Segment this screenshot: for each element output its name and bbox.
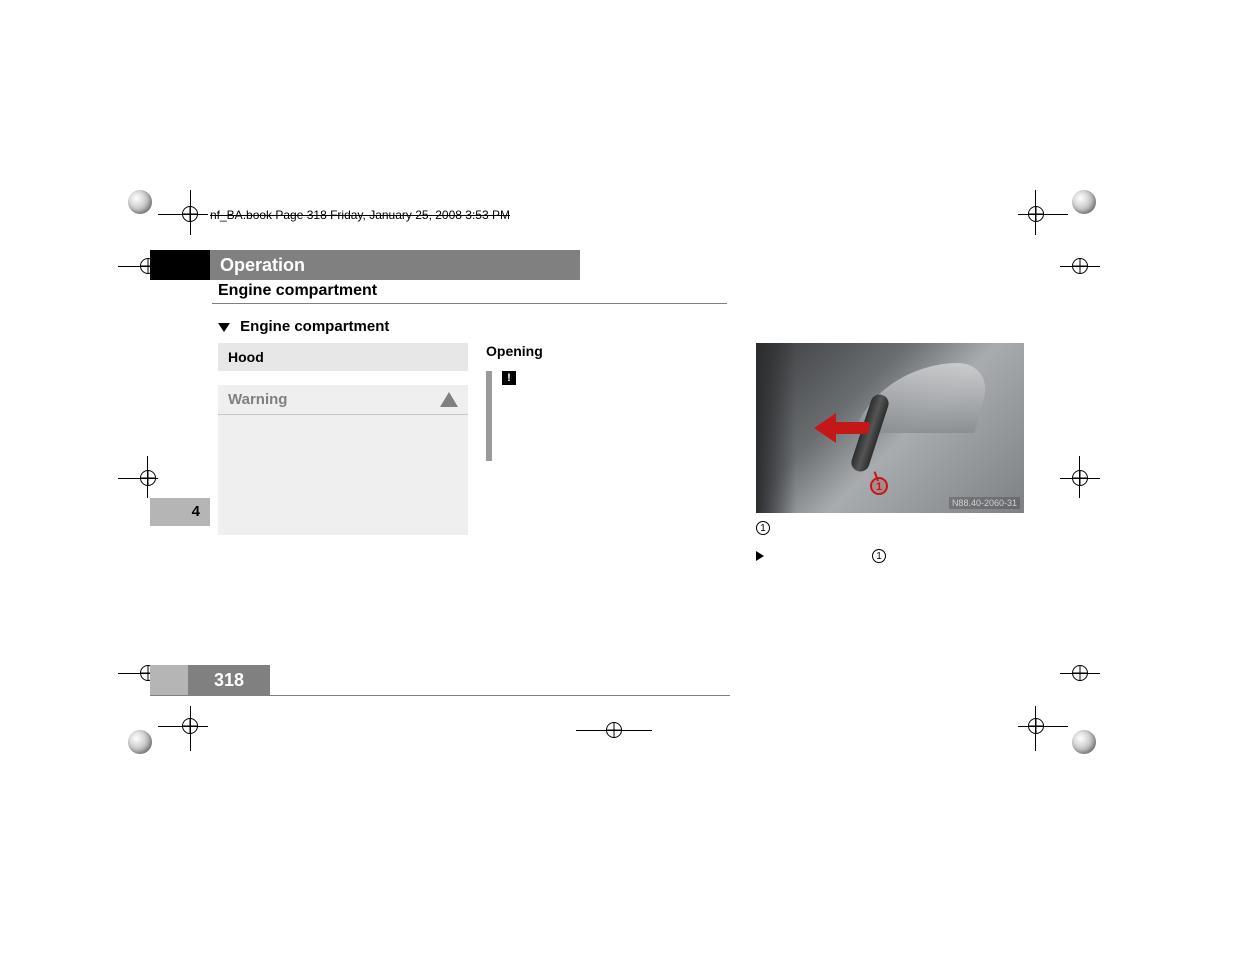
crop-mark-right-mid — [1060, 258, 1130, 328]
crop-mark-bl — [128, 700, 198, 770]
column-1: Hood Warning — [218, 343, 468, 535]
photo-legend: 1 — [756, 519, 1026, 535]
column-3: 1 N88.40-2060-31 1 1 — [756, 343, 1026, 563]
step-callout-icon: 1 — [872, 549, 886, 563]
column-2: Opening ! — [486, 343, 746, 461]
warning-label: Warning — [228, 391, 287, 408]
warning-triangle-icon — [440, 392, 458, 407]
photo-code: N88.40-2060-31 — [949, 497, 1020, 509]
down-triangle-icon — [218, 323, 230, 332]
hood-heading-text: Hood — [228, 349, 264, 365]
header-book-text: nf_BA.book Page 318 Friday, January 25, … — [210, 208, 510, 222]
opening-title: Opening — [486, 343, 746, 359]
page-heading: Engine compartment — [218, 318, 389, 335]
page-number: 318 — [214, 670, 244, 690]
note-side-bar — [486, 371, 492, 461]
page-number-box: 318 — [188, 665, 270, 695]
header-book-line: nf_BA.book Page 318 Friday, January 25, … — [210, 215, 510, 230]
page-heading-text: Engine compartment — [240, 318, 389, 335]
section-title: Operation — [220, 255, 305, 275]
section-black-tab — [150, 250, 210, 280]
page-num-rule — [150, 695, 730, 696]
right-triangle-icon — [756, 551, 764, 561]
callout-1-marker: 1 — [870, 477, 888, 495]
crop-mark-bottom-center — [606, 722, 622, 738]
chapter-number: 4 — [192, 503, 200, 520]
section-title-bar: Operation — [210, 250, 580, 280]
crop-mark-tr — [1028, 190, 1098, 260]
note-exclaim-icon: ! — [502, 371, 516, 385]
subsection-bar: Engine compartment — [212, 282, 727, 304]
note-row: ! — [486, 371, 746, 461]
step-line: 1 — [756, 549, 1026, 563]
hood-release-photo: 1 N88.40-2060-31 — [756, 343, 1024, 513]
subsection-title: Engine compartment — [218, 282, 377, 299]
warning-head: Warning — [218, 385, 468, 415]
red-arrow-icon — [814, 413, 869, 443]
warning-body — [218, 415, 468, 535]
crop-mark-br — [1028, 700, 1098, 770]
legend-number-icon: 1 — [756, 521, 770, 535]
hood-heading: Hood — [218, 343, 468, 371]
crop-mark-right-mid2 — [1060, 456, 1130, 526]
warning-box: Warning — [218, 385, 468, 535]
page-num-left-block — [150, 665, 188, 695]
chapter-thumb-tab: 4 — [150, 498, 210, 526]
